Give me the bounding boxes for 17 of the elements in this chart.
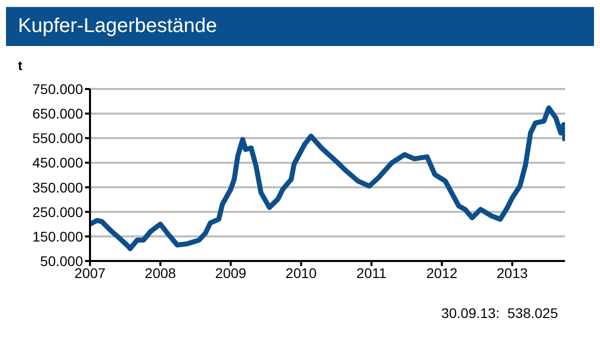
x-tick-label: 2013 (496, 264, 528, 281)
x-tick-label: 2008 (144, 264, 176, 281)
y-tick-label: 650.000 (32, 106, 84, 122)
y-tick-label: 250.000 (32, 204, 84, 220)
y-tick-label: 350.000 (32, 179, 84, 196)
x-tick-label: 2009 (215, 264, 247, 281)
chart-title: Kupfer-Lagerbestände (6, 7, 594, 46)
x-tick-label: 2010 (286, 264, 317, 281)
x-tick-label: 2011 (356, 264, 387, 281)
y-tick-label: 50.000 (40, 252, 84, 269)
y-tick-label: 750.000 (32, 80, 84, 97)
text: 30.09.13: 538.025 (441, 305, 558, 321)
y-axis-title: t (18, 58, 22, 73)
y-tick-label: 550.000 (32, 130, 84, 146)
x-tick-label: 2012 (426, 264, 458, 281)
y-tick-label: 450.000 (32, 154, 84, 171)
y-tick-label: 150.000 (32, 228, 84, 244)
